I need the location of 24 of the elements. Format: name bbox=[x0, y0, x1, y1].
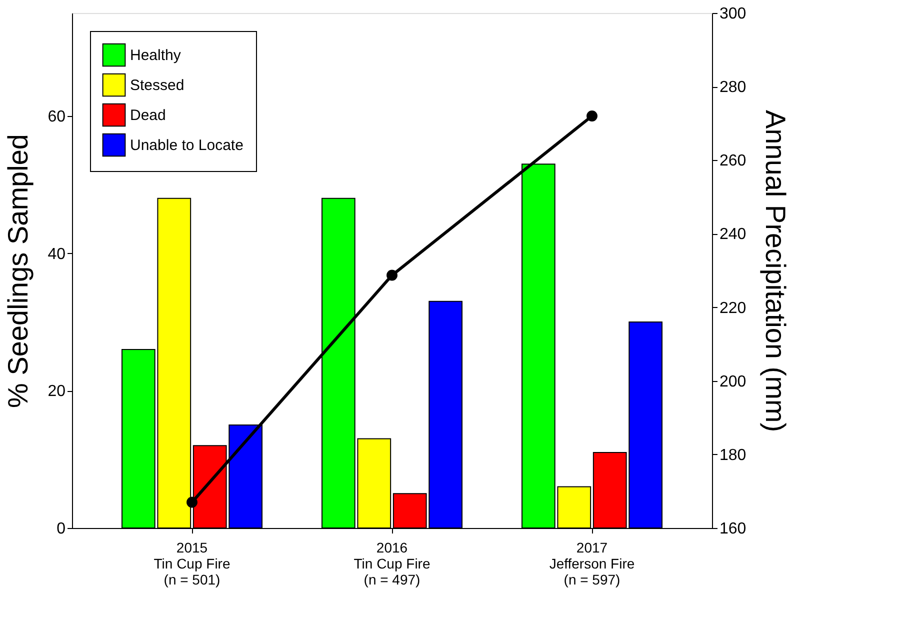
y2-tick-label: 240 bbox=[720, 226, 746, 244]
point bbox=[386, 270, 398, 281]
y2-tick-label: 160 bbox=[720, 520, 746, 538]
y2-tick-label: 280 bbox=[720, 79, 746, 96]
y2-tick-label: 300 bbox=[720, 6, 746, 22]
legend-label: Healthy bbox=[130, 47, 182, 64]
legend-label: Unable to Locate bbox=[130, 137, 244, 154]
y-tick-label: 20 bbox=[48, 383, 66, 400]
legend-label: Stessed bbox=[130, 77, 184, 94]
y-tick-label: 40 bbox=[48, 246, 66, 263]
y2-axis-title: Annual Precipitation (mm) bbox=[760, 110, 792, 432]
y-axis-title: % Seedlings Sampled bbox=[2, 134, 34, 408]
y2-tick-label: 260 bbox=[720, 152, 746, 170]
y2-tick-label: 180 bbox=[720, 446, 746, 464]
y2-tick-label: 200 bbox=[720, 373, 746, 390]
legend-label: Dead bbox=[130, 107, 166, 124]
point bbox=[186, 496, 198, 508]
y-tick-label: 60 bbox=[48, 108, 66, 126]
y-tick-label: 0 bbox=[56, 520, 66, 538]
y2-tick-label: 220 bbox=[720, 300, 746, 317]
x-tick-label: 2015 Tin Cup Fire (n = 501) bbox=[154, 540, 230, 588]
x-tick-label: 2016 Tin Cup Fire (n = 497) bbox=[354, 540, 430, 588]
x-tick-label: 2017 Jefferson Fire (n = 597) bbox=[549, 540, 635, 588]
point bbox=[586, 110, 598, 122]
